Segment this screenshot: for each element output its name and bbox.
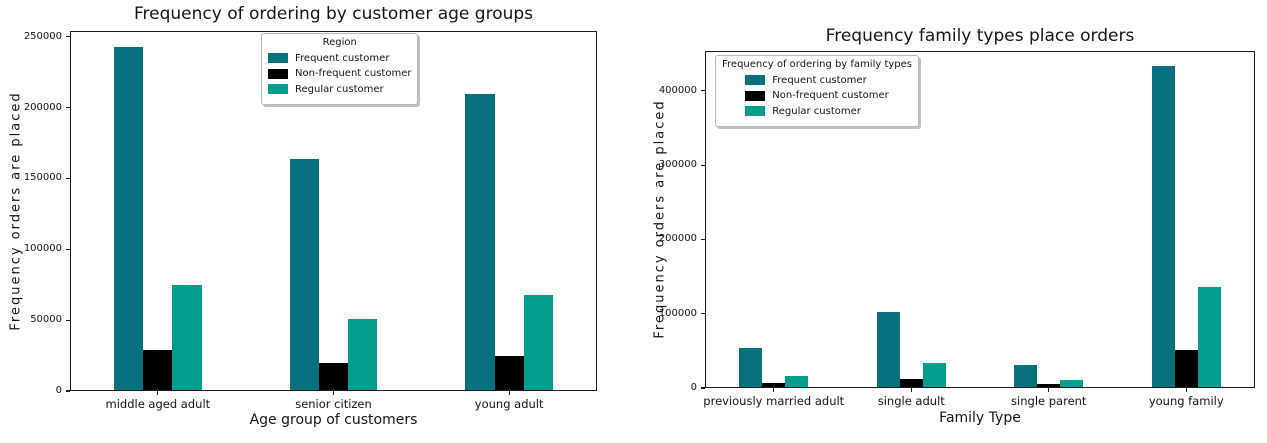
x-tick-label: single adult [877, 394, 945, 408]
x-tick-label: young family [1148, 394, 1224, 408]
legend-label: Non-frequent customer [772, 90, 889, 101]
y-tick-mark [66, 248, 70, 250]
legend-title: Region [322, 37, 357, 48]
bar-non-frequent-customer [143, 350, 173, 390]
x-tick-mark [1185, 388, 1187, 392]
x-tick-label: young adult [474, 397, 544, 411]
x-tick-mark [910, 388, 912, 392]
x-tick-mark [773, 388, 775, 392]
y-tick-mark [66, 36, 70, 38]
legend-swatch-regular-customer [268, 84, 288, 94]
legend-swatch-non-frequent-customer [268, 68, 288, 79]
bar-non-frequent-customer [494, 355, 524, 390]
bar-frequent-customer [113, 47, 144, 390]
bar-frequent-customer [289, 159, 319, 390]
y-tick-mark [701, 90, 705, 92]
y-tick-label: 200000 [658, 233, 697, 245]
y-tick-mark [66, 390, 70, 392]
legend-label: Regular customer [772, 105, 861, 117]
bar-non-frequent-customer [1037, 384, 1061, 387]
bar-frequent-customer [465, 93, 495, 390]
legend-entries: Frequent customer Non-frequent customer Re… [268, 53, 411, 95]
y-tick-label: 0 [55, 385, 62, 396]
x-tick-label: middle aged adult [105, 397, 211, 411]
bar-frequent-customer [876, 311, 900, 387]
legend: Region Frequent customer Non-frequent cust… [261, 33, 419, 105]
bar-regular-customer [348, 319, 378, 390]
bar-frequent-customer [1014, 365, 1038, 387]
y-tick-label: 50000 [30, 314, 62, 326]
y-tick-mark [701, 387, 705, 389]
x-tick-mark [1048, 388, 1050, 392]
bar-non-frequent-customer [762, 382, 786, 387]
legend-entry: Non-frequent customer [745, 90, 889, 101]
legend-entry: Regular customer [268, 84, 411, 95]
legend-swatch-frequent-customer [745, 75, 766, 85]
bar-regular-customer [1197, 286, 1221, 387]
legend-swatch-non-frequent-customer [745, 90, 766, 101]
x-axis-label: Family Type [939, 410, 1021, 426]
legend-swatch-frequent-customer [268, 53, 288, 63]
y-tick-mark [701, 313, 705, 315]
legend-label: Non-frequent customer [295, 68, 412, 79]
legend-swatch-regular-customer [745, 106, 766, 116]
legend: Frequency of ordering by family types Fre… [715, 55, 919, 127]
legend-entry: Non-frequent customer [268, 68, 411, 79]
bar-regular-customer [172, 285, 202, 390]
bar-non-frequent-customer [899, 378, 923, 387]
y-tick-label: 100000 [23, 243, 62, 255]
y-tick-label: 250000 [23, 30, 62, 42]
x-tick-label: previously married adult [703, 394, 845, 408]
legend-entry: Frequent customer [268, 53, 411, 64]
bar-regular-customer [523, 295, 554, 390]
y-axis-label: Frequency orders are placed [652, 99, 668, 339]
y-tick-label: 400000 [658, 84, 697, 96]
legend-label: Frequent customer [772, 74, 867, 86]
y-tick-mark [701, 238, 705, 240]
y-tick-mark [701, 164, 705, 166]
legend-title: Frequency of ordering by family types [722, 59, 912, 70]
legend-entries: Frequent customer Non-frequent customer Re… [745, 75, 889, 117]
x-tick-mark [508, 391, 510, 395]
x-tick-label: senior citizen [295, 397, 372, 411]
y-tick-mark [66, 107, 70, 109]
x-axis-label: Age group of customers [249, 412, 418, 428]
y-tick-label: 100000 [658, 307, 697, 319]
bar-regular-customer [1060, 380, 1084, 387]
y-tick-mark [66, 319, 70, 321]
legend-label: Regular customer [295, 83, 384, 95]
bar-non-frequent-customer [318, 363, 349, 390]
x-tick-label: single parent [1011, 394, 1087, 408]
legend-entry: Regular customer [745, 106, 888, 117]
bar-frequent-customer [739, 348, 763, 387]
bar-non-frequent-customer [1174, 349, 1198, 387]
y-tick-label: 300000 [658, 159, 697, 171]
y-tick-label: 150000 [23, 172, 62, 184]
bar-frequent-customer [1151, 66, 1175, 387]
x-tick-mark [157, 391, 159, 395]
y-tick-mark [66, 177, 70, 180]
legend-entry: Frequent customer [745, 75, 888, 86]
legend-label: Frequent customer [295, 52, 390, 64]
bar-regular-customer [922, 363, 946, 387]
bar-regular-customer [785, 375, 809, 387]
chart-title: Frequency family types place orders [825, 26, 1135, 46]
y-tick-label: 0 [690, 382, 697, 393]
x-tick-mark [332, 391, 335, 395]
y-tick-label: 200000 [23, 101, 62, 113]
chart-title: Frequency of ordering by customer age gr… [133, 4, 534, 24]
